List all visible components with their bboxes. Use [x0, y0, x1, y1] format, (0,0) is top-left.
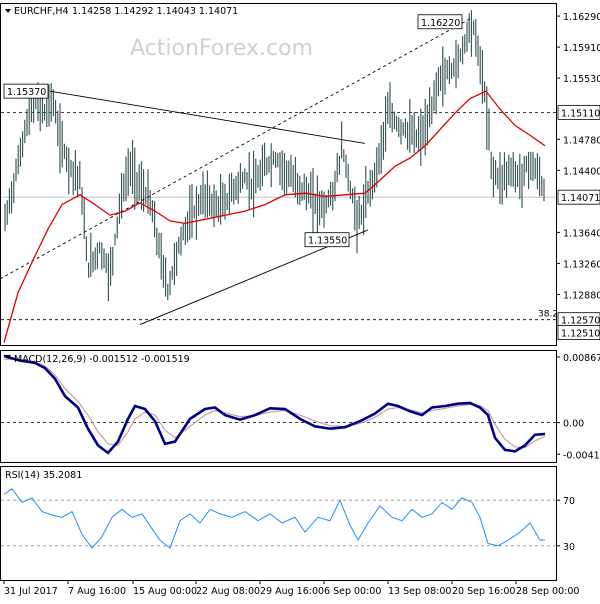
y-tick-label: 1.12880: [563, 290, 600, 301]
annotation-box: [417, 14, 463, 30]
macd-dropdown-icon: [5, 355, 11, 359]
price-tag-label: 1.15110: [561, 108, 600, 119]
annotation-label: 1.16220: [421, 18, 460, 29]
annotation-box: [304, 232, 350, 248]
rsi-tick-label: 30: [563, 542, 575, 553]
price-tag-label: 1.14071: [561, 193, 600, 204]
x-tick-label: 28 Sep 00:00: [516, 586, 579, 597]
price-bars: [4, 10, 545, 302]
moving-average-line: [3, 90, 546, 343]
x-tick-label: 20 Sep 16:00: [452, 586, 515, 597]
rsi-tick-label: 70: [563, 496, 575, 507]
x-tick-label: 7 Aug 16:00: [68, 586, 126, 597]
y-tick-label: 1.14400: [563, 166, 600, 177]
x-tick-label: 31 Jul 2017: [4, 586, 58, 597]
macd-line: [3, 354, 546, 455]
y-tick-label: 1.16290: [563, 12, 600, 23]
annotation-label: 1.13550: [308, 236, 347, 247]
y-tick-label: 1.13260: [563, 259, 600, 270]
watermark: ActionForex.com: [130, 36, 313, 61]
rsi-line: [3, 488, 545, 549]
dropdown-triangle-icon: [5, 9, 11, 13]
price-tag-box: [557, 189, 600, 205]
rsi-title: RSI(14) 35.2081: [5, 470, 82, 481]
main-panel-frame: [0, 3, 557, 346]
x-tick-label: 22 Aug 08:00: [196, 586, 260, 597]
x-tick-label: 6 Sep 00:00: [324, 586, 381, 597]
rsi-panel-frame: [0, 466, 557, 581]
x-tick-label: 15 Aug 00:00: [133, 586, 197, 597]
price-tag-label: 1.12570: [561, 316, 600, 327]
price-tag-box: [557, 104, 600, 120]
x-tick-label: 29 Aug 16:00: [260, 586, 324, 597]
macd-panel-frame: [0, 350, 557, 463]
fib-level-label: 38.2: [538, 310, 558, 320]
price-tag-box: [557, 325, 600, 340]
macd-tick-label: 0.00: [563, 419, 584, 430]
symbol-label: EURCHF,H4: [14, 6, 69, 17]
x-tick-label: 13 Sep 08:00: [388, 586, 451, 597]
ohlc-label: 1.14258 1.14292 1.14043 1.14071: [72, 6, 238, 17]
trendline-1: [49, 90, 366, 144]
y-tick-label: 1.15530: [563, 74, 600, 85]
annotation-label: 1.15370: [7, 87, 46, 98]
annotation-box: [3, 83, 49, 99]
macd-tick-label: -0.004181: [563, 450, 600, 461]
y-tick-label: 1.14780: [563, 135, 600, 146]
y-tick-label: 1.15910: [563, 43, 600, 54]
macd-tick-label: 0.008679: [563, 353, 600, 364]
macd-title: MACD(12,26,9) -0.001512 -0.001519: [14, 354, 190, 365]
price-tag-label: 1.12510: [561, 329, 600, 340]
y-tick-label: 1.13640: [563, 228, 600, 239]
